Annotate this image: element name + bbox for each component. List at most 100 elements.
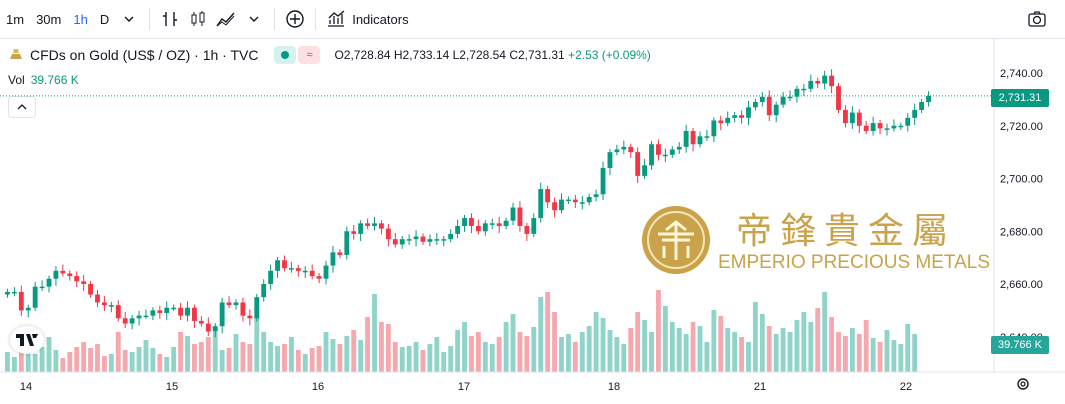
area-icon[interactable]: [212, 5, 240, 33]
candle-body: [766, 96, 772, 116]
candle-body: [656, 144, 661, 155]
volume-bar: [746, 342, 751, 372]
candle-body: [254, 297, 260, 319]
candle-body: [752, 102, 758, 108]
candle-body: [240, 302, 246, 316]
volume-bar: [261, 332, 267, 372]
symbol-title[interactable]: CFDs on Gold (US$ / OZ) · 1h · TVC: [30, 47, 259, 63]
volume-bar: [739, 337, 744, 372]
candle-body: [11, 291, 17, 294]
volume-bar: [226, 348, 232, 372]
candle-body: [503, 220, 509, 226]
candle-body: [455, 225, 461, 234]
toolbar-divider: [274, 8, 276, 30]
candle-body: [157, 310, 163, 314]
volume-bar: [282, 344, 287, 372]
interval-1m-button[interactable]: 1m: [6, 11, 25, 27]
interval-30m-button[interactable]: 30m: [36, 11, 62, 27]
candle-body: [489, 223, 495, 225]
candle-body: [517, 207, 523, 226]
tradingview-logo[interactable]: [10, 326, 44, 354]
volume-bar: [863, 320, 869, 372]
bar-style-icon[interactable]: [156, 5, 184, 33]
candles-icon[interactable]: [184, 5, 212, 33]
volume-bar: [600, 318, 606, 372]
candle-body: [372, 223, 377, 226]
candle-body: [212, 326, 218, 332]
candle-body: [565, 199, 571, 202]
candle-body: [787, 96, 793, 99]
volume-bar: [115, 332, 121, 372]
candle-body: [600, 167, 606, 195]
volume-bar: [122, 350, 128, 372]
candle-body: [926, 95, 931, 103]
volume-bar: [607, 330, 613, 372]
time-tick-label: 17: [458, 381, 470, 393]
camera-icon[interactable]: [1023, 5, 1051, 33]
candle-body: [351, 231, 357, 234]
time-tick-label: 21: [754, 381, 766, 393]
chevron-down-icon[interactable]: [115, 5, 143, 33]
candle-body: [808, 80, 814, 89]
volume-bar: [725, 328, 731, 372]
candle-body: [759, 96, 765, 103]
chevron-down-icon[interactable]: [240, 5, 268, 33]
plus-circle-icon[interactable]: [281, 5, 309, 33]
status-badges: ≈: [274, 46, 321, 64]
top-toolbar: 1m 30m 1h D Indicators: [0, 0, 1065, 39]
candle-body: [635, 152, 641, 176]
change-value: +2.53 (+0.09%): [568, 48, 651, 62]
gear-icon[interactable]: [1015, 376, 1031, 397]
current-volume-badge: 39.766 K: [991, 336, 1049, 354]
high-value: H2,733.14: [393, 48, 450, 62]
indicators-button[interactable]: Indicators: [352, 11, 409, 27]
candle-body: [815, 80, 821, 84]
volume-bar: [427, 344, 433, 372]
volume-bar: [254, 317, 260, 372]
volume-bar: [441, 352, 447, 372]
volume-bar: [81, 342, 87, 372]
toolbar-divider: [149, 8, 151, 30]
candle-body: [870, 123, 876, 132]
candle-body: [115, 305, 121, 319]
volume-bar: [178, 332, 184, 372]
candle-body: [524, 225, 530, 234]
candle-body: [829, 75, 835, 87]
volume-bar: [593, 312, 599, 372]
volume-bar: [275, 346, 280, 372]
candle-body: [295, 268, 301, 271]
candle-body: [669, 149, 675, 155]
candle-body: [676, 146, 682, 150]
volume-bar: [732, 332, 738, 372]
candle-body: [704, 136, 710, 138]
candle-body: [780, 96, 786, 105]
volume-bar: [565, 334, 571, 372]
candle-body: [53, 270, 59, 279]
volume-bar: [32, 354, 38, 372]
volume-bar: [316, 346, 322, 372]
candle-body: [25, 307, 31, 311]
volume-bar: [164, 357, 170, 372]
volume-bar: [496, 337, 502, 372]
volume-bar: [794, 320, 800, 372]
interval-1d-button[interactable]: D: [99, 11, 110, 27]
candle-body: [482, 223, 488, 232]
volume-label: Vol: [8, 73, 25, 87]
watermark-chinese: 帝鋒貴金屬: [736, 211, 957, 252]
volume-bar: [379, 322, 384, 372]
collapse-legend-button[interactable]: [8, 96, 36, 118]
volume-bar: [420, 350, 426, 372]
candle-body: [545, 189, 551, 203]
candle-body: [690, 131, 696, 145]
market-open-icon: [274, 46, 297, 64]
volume-bar: [545, 292, 551, 372]
chart-legend: CFDs on Gold (US$ / OZ) · 1h · TVC ≈ O2,…: [8, 46, 651, 64]
candle-body: [164, 307, 170, 314]
candle-body: [275, 260, 280, 271]
volume-bar: [752, 302, 758, 372]
volume-bar: [780, 328, 786, 372]
indicators-icon[interactable]: [322, 5, 350, 33]
candle-body: [88, 284, 93, 295]
volume-bar: [330, 339, 336, 372]
interval-1h-button[interactable]: 1h: [73, 11, 88, 27]
